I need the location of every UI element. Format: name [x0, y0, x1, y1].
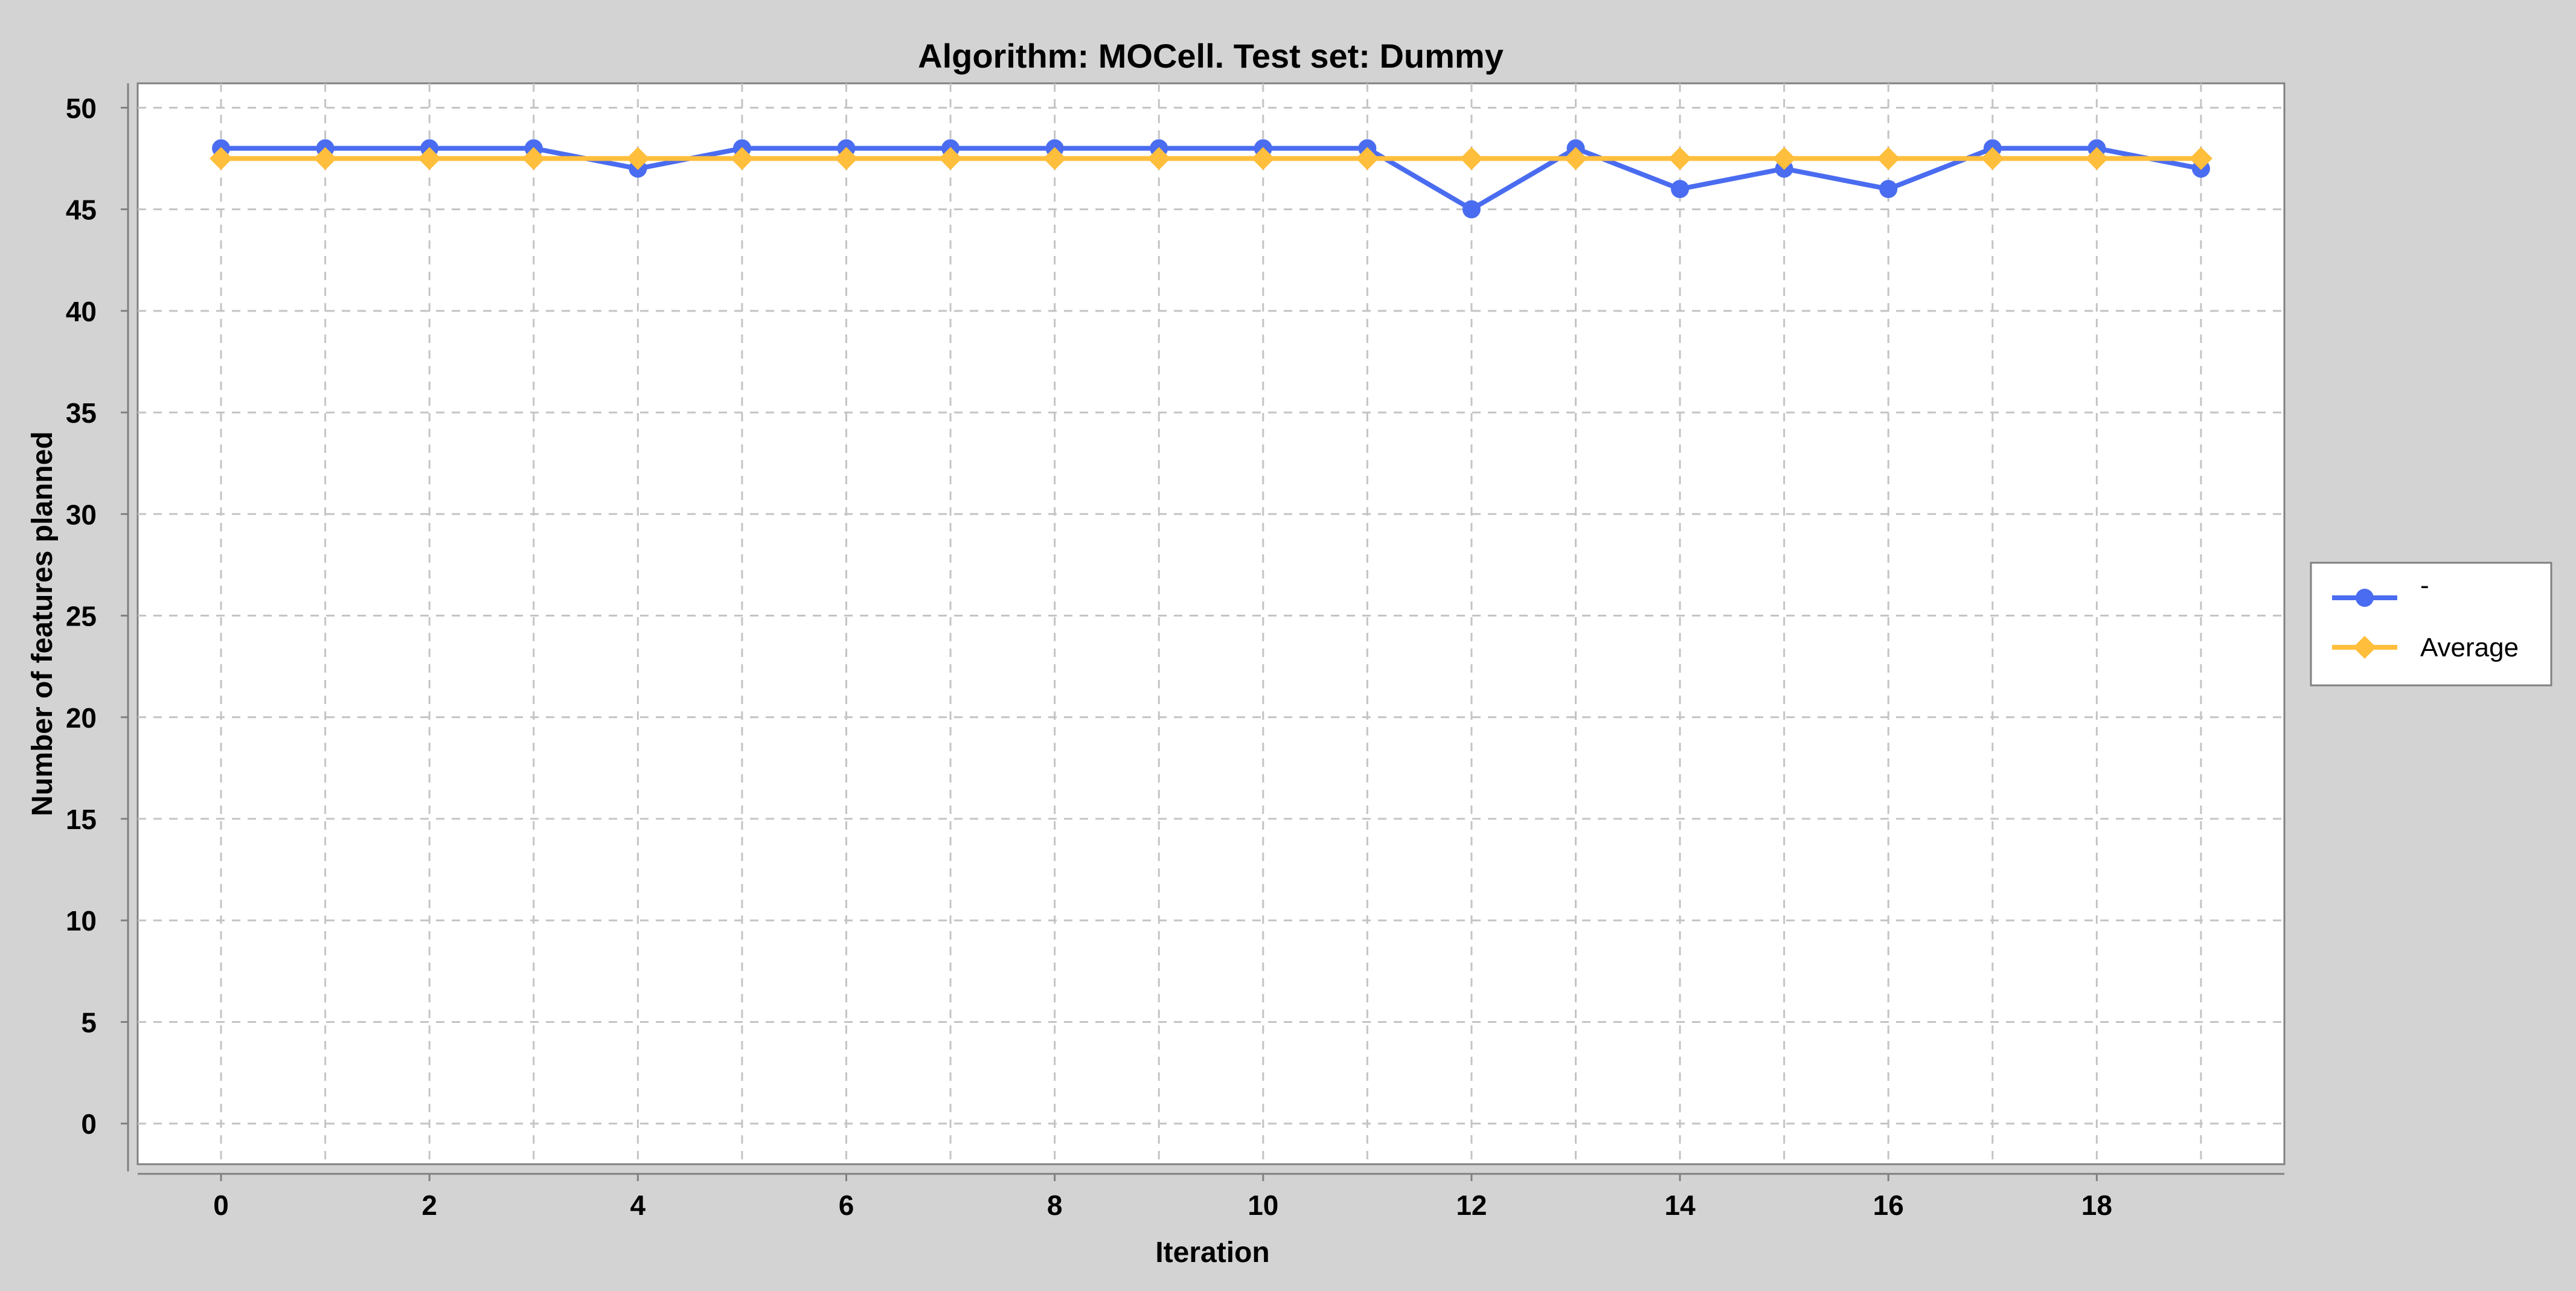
data-point-diamond [313, 147, 337, 170]
x-tick-label: 10 [1248, 1190, 1278, 1221]
data-point-diamond [1147, 147, 1171, 170]
legend: - Average [2310, 562, 2552, 687]
x-tick-label: 6 [839, 1190, 854, 1221]
data-point [1671, 179, 1690, 198]
legend-marker [2356, 589, 2374, 607]
x-tick-label: 14 [1664, 1190, 1696, 1221]
data-point-diamond [1772, 147, 1796, 170]
data-point-diamond [210, 147, 233, 170]
data-point-diamond [730, 147, 754, 170]
plot-area [136, 82, 2286, 1165]
y-axis-ticks: 0 5 10 15 20 25 30 35 40 45 50 [66, 92, 128, 1140]
series-line [221, 146, 2202, 212]
legend-label: - [2420, 571, 2429, 600]
x-axis-label: Iteration [1155, 1237, 1269, 1269]
y-tick-label: 10 [66, 905, 97, 937]
x-tick-label: 2 [421, 1190, 437, 1221]
data-point-diamond [1043, 147, 1066, 170]
x-tick-label: 16 [1873, 1190, 1904, 1221]
legend-box [2310, 562, 2552, 687]
legend-marker [2353, 636, 2376, 659]
data-point-diamond [522, 147, 545, 170]
data-point-diamond [939, 147, 963, 170]
data-point-diamond [1668, 147, 1692, 170]
legend-items: - Average [2332, 571, 2519, 662]
x-tick-label: 4 [630, 1190, 646, 1221]
data-point [1462, 200, 1481, 219]
data-point-diamond [1877, 147, 1900, 170]
y-tick-label: 25 [66, 601, 97, 632]
y-tick-label: 30 [66, 499, 97, 530]
data-point-diamond [1981, 147, 2004, 170]
y-tick-label: 20 [66, 702, 97, 734]
grid [138, 83, 2284, 1164]
y-axis-label: Number of features planned [27, 431, 59, 816]
y-tick-label: 35 [66, 397, 97, 429]
y-tick-label: 15 [66, 804, 97, 835]
chart-title: Algorithm: MOCell. Test set: Dummy [918, 37, 1504, 75]
x-tick-label: 8 [1047, 1190, 1063, 1221]
x-tick-label: 18 [2081, 1190, 2112, 1221]
data-point-diamond [1459, 147, 1483, 170]
data-point-diamond [418, 147, 441, 170]
y-tick-label: 50 [66, 92, 97, 124]
x-tick-label: 0 [213, 1190, 229, 1221]
y-tick-label: 5 [81, 1007, 97, 1038]
series-layer [210, 139, 2212, 219]
y-tick-label: 0 [81, 1109, 97, 1140]
series-average [210, 147, 2212, 170]
data-point-diamond [1251, 147, 1275, 170]
x-tick-label: 12 [1456, 1190, 1487, 1221]
y-tick-label: 45 [66, 194, 97, 226]
data-point-diamond [835, 147, 858, 170]
data-point-diamond [2085, 147, 2109, 170]
data-point-diamond [1356, 147, 1379, 170]
data-point [1879, 179, 1898, 198]
y-tick-label: 40 [66, 296, 97, 327]
legend-label: Average [2420, 633, 2519, 662]
data-point-diamond [626, 147, 650, 170]
data-point-diamond [2189, 147, 2212, 170]
x-axis-ticks: 0 2 4 6 8 10 12 14 16 18 [213, 1174, 2112, 1221]
data-point-diamond [1564, 147, 1588, 170]
